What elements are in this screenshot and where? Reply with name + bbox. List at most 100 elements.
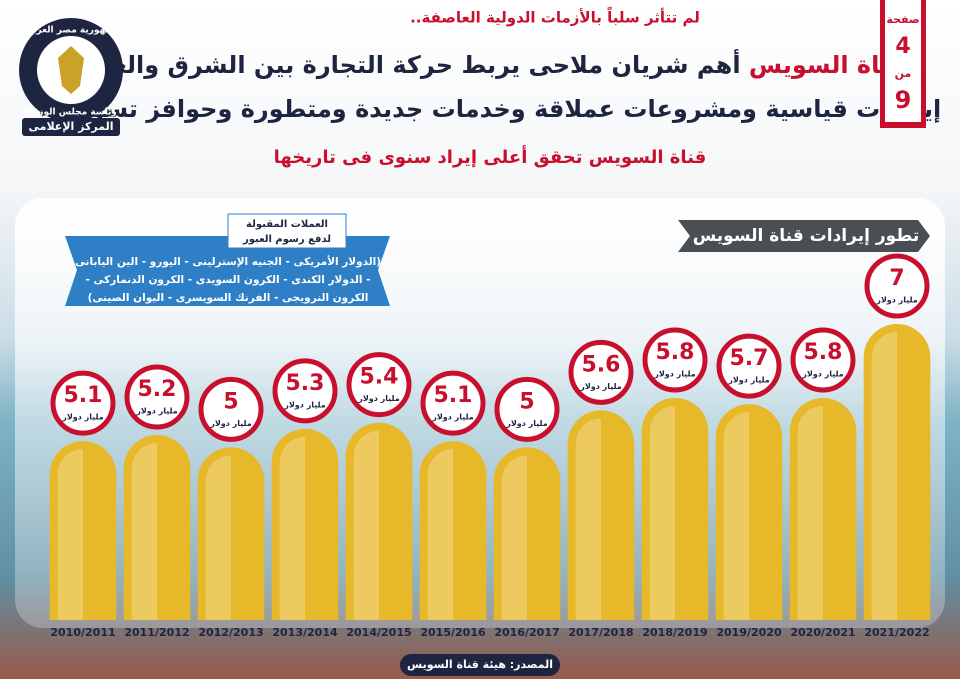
x-tick-label: 2011/2012 <box>124 626 189 639</box>
value-badge <box>198 376 264 442</box>
value-unit: مليار دولار <box>61 413 104 422</box>
value-label: 5.1 <box>64 383 103 408</box>
source: المصدر: هيئة قناة السويس <box>407 658 553 671</box>
value-unit: مليار دولار <box>135 407 178 416</box>
x-tick-label: 2012/2013 <box>198 626 263 639</box>
currency-line: الكرون النرويجى - الفرنك السويسرى - اليو… <box>88 292 369 304</box>
x-tick-label: 2015/2016 <box>420 626 486 639</box>
logo-text: المركز الإعلامى <box>29 120 114 133</box>
value-label: 5 <box>519 389 534 414</box>
value-unit: مليار دولار <box>727 376 770 385</box>
value-badge <box>642 327 708 393</box>
bar-shine <box>279 436 305 620</box>
page-badge: صفحة 4 من 9 <box>880 0 926 128</box>
bar-shine <box>575 418 601 620</box>
logo: جمهورية مصر العربية رئاسة مجلس الوزراء ا… <box>19 18 123 136</box>
bar-shine <box>131 443 157 620</box>
title-rest: أهم شريان ملاحى يربط حركة التجارة بين ال… <box>74 49 740 79</box>
value-badge <box>568 339 634 405</box>
value-badge <box>124 364 190 430</box>
bar <box>49 441 117 620</box>
x-tick-label: 2010/2011 <box>50 626 115 639</box>
page-number: 4 <box>895 34 910 59</box>
value-badge <box>50 370 116 436</box>
value-badge <box>420 370 486 436</box>
subtitle: قناة السويس تحقق أعلى إيراد سنوى فى تاري… <box>274 145 707 168</box>
value-label: 5.2 <box>138 377 177 402</box>
value-label: 5.7 <box>730 346 769 371</box>
x-tick-label: 2013/2014 <box>272 626 338 639</box>
bar <box>123 435 191 620</box>
bar <box>197 447 265 620</box>
value-label: 5.1 <box>434 383 473 408</box>
x-tick-label: 2018/2019 <box>642 626 707 639</box>
value-unit: مليار دولار <box>431 413 474 422</box>
value-badge <box>494 376 560 442</box>
value-unit: مليار دولار <box>579 382 622 391</box>
bar-shine <box>723 412 749 620</box>
tagline: لم تتأثر سلباً بالأزمات الدولية العاصفة.… <box>410 6 700 26</box>
currencies-title-box <box>227 213 347 249</box>
currencies-title: لدفع رسوم العبور <box>242 234 331 245</box>
value-label: 5.4 <box>360 365 399 390</box>
page-total: 9 <box>895 86 912 114</box>
bar <box>715 404 783 620</box>
value-unit: مليار دولار <box>283 400 326 409</box>
x-tick-label: 2016/2017 <box>494 626 559 639</box>
badge-card <box>885 0 921 122</box>
currencies-title: العملات المقبولة <box>246 219 328 230</box>
title-line-1: قناة السويس أهم شريان ملاحى يربط حركة ال… <box>74 49 905 79</box>
page-of-label: من <box>895 67 912 80</box>
value-label: 5.6 <box>582 352 621 377</box>
value-badge <box>716 333 782 399</box>
logo-text: رئاسة مجلس الوزراء <box>25 108 116 118</box>
logo-text: جمهورية مصر العربية <box>24 26 118 36</box>
value-unit: مليار دولار <box>505 419 548 428</box>
x-tick-label: 2014/2015 <box>346 626 411 639</box>
currencies-box: العملات المقبولة لدفع رسوم العبور (الدول… <box>65 213 390 306</box>
value-unit: مليار دولار <box>875 296 918 305</box>
value-label: 5.3 <box>286 371 325 396</box>
value-label: 5 <box>223 389 238 414</box>
chart-title-box <box>678 220 930 252</box>
title-line-2: إيرادات قياسية ومشروعات عملاقة وخدمات جد… <box>39 95 941 123</box>
value-unit: مليار دولار <box>357 394 400 403</box>
value-label: 5.8 <box>656 340 695 365</box>
bar-shine <box>205 455 231 620</box>
chart-title: تطور إيرادات قناة السويس <box>693 226 919 246</box>
x-tick-label: 2019/2020 <box>716 626 782 639</box>
bar-shine <box>871 332 897 620</box>
value-label: 7 <box>889 266 904 291</box>
bar <box>863 324 931 620</box>
source-box <box>400 654 560 676</box>
value-unit: مليار دولار <box>653 370 696 379</box>
value-label: 5.8 <box>804 340 843 365</box>
bar <box>567 410 635 620</box>
value-badge <box>790 327 856 393</box>
currency-line: - الدولار الكندى - الكرون السويدى - الكر… <box>85 274 370 286</box>
bar-shine <box>57 449 83 620</box>
bar <box>493 447 561 620</box>
bar <box>271 428 339 620</box>
value-badge <box>864 253 930 319</box>
x-tick-label: 2021/2022 <box>864 626 929 639</box>
bar-shine <box>649 406 675 620</box>
bar <box>345 422 413 620</box>
bar-shine <box>501 455 527 620</box>
value-unit: مليار دولار <box>801 370 844 379</box>
currencies-banner <box>65 236 390 306</box>
bar <box>789 398 857 620</box>
bar <box>419 441 487 620</box>
logo-eagle <box>58 46 84 94</box>
currency-line: (الدولار الأمريكى - الجنيه الإسترلينى - … <box>75 255 381 268</box>
x-tick-label: 2017/2018 <box>568 626 633 639</box>
value-unit: مليار دولار <box>209 419 252 428</box>
bar-shine <box>797 406 823 620</box>
bar <box>641 398 709 620</box>
page-label: صفحة <box>886 13 919 26</box>
bar-shine <box>427 449 453 620</box>
value-badge <box>346 352 412 418</box>
title-highlight: قناة السويس <box>749 51 906 79</box>
